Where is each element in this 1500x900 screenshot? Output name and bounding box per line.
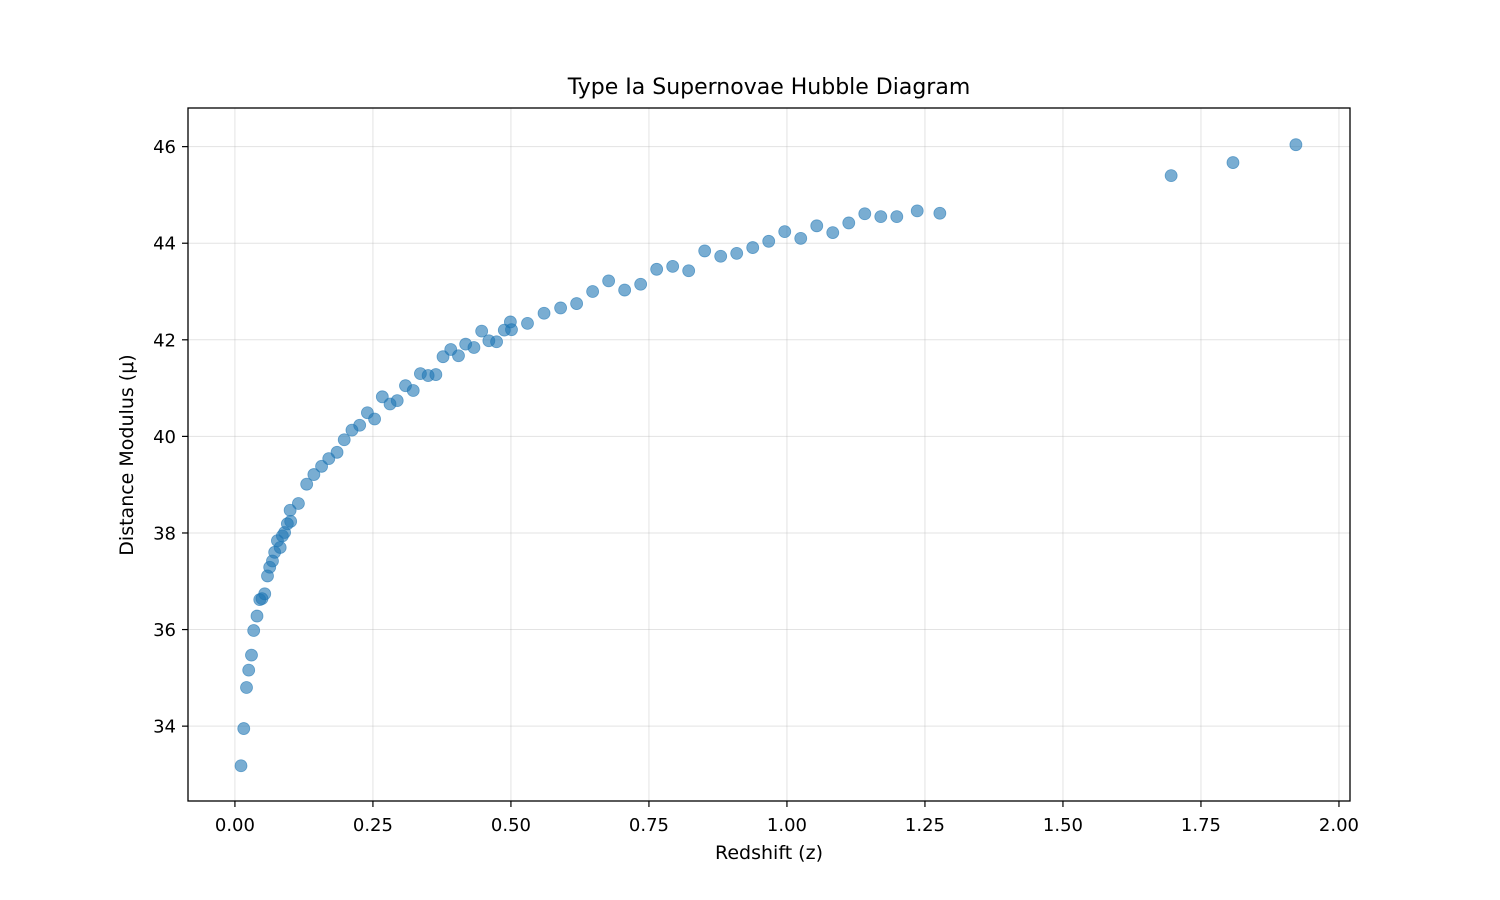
x-tick-label: 0.25 — [353, 815, 393, 836]
data-point — [390, 394, 404, 408]
data-point — [746, 241, 760, 254]
data-point — [307, 468, 321, 481]
data-point — [858, 207, 872, 221]
y-tick-label: 40 — [153, 427, 176, 448]
data-point — [933, 206, 947, 220]
data-point — [1226, 156, 1240, 169]
x-tick-label: 0.75 — [629, 815, 669, 836]
data-points — [234, 138, 1303, 773]
data-point — [258, 587, 272, 601]
data-point — [698, 244, 712, 258]
y-tick-label: 44 — [153, 234, 176, 255]
y-tick-label: 42 — [153, 330, 176, 351]
x-axis-ticks: 0.00 0.25 0.50 0.75 1.00 1.25 1.50 1.75 2.00 — [215, 801, 1359, 836]
data-point — [554, 301, 568, 315]
data-point — [537, 306, 551, 320]
data-point — [368, 412, 381, 426]
data-point — [250, 609, 264, 623]
data-point — [810, 219, 824, 233]
data-point — [794, 231, 808, 245]
data-point — [429, 368, 443, 381]
data-point — [240, 681, 253, 694]
x-tick-label: 0.00 — [215, 815, 255, 836]
data-point — [353, 418, 367, 432]
data-point — [650, 262, 664, 276]
y-tick-label: 38 — [153, 523, 176, 544]
x-tick-label: 0.50 — [491, 815, 531, 836]
data-point — [602, 274, 616, 288]
data-point — [730, 246, 744, 260]
data-point — [910, 204, 924, 218]
y-tick-label: 36 — [153, 620, 176, 641]
x-axis-label: Redshift (z) — [715, 842, 823, 864]
x-tick-label: 1.00 — [767, 815, 807, 836]
data-point — [505, 323, 518, 337]
data-point — [242, 663, 256, 677]
data-point — [467, 341, 481, 354]
data-point — [826, 226, 840, 239]
x-tick-label: 2.00 — [1319, 815, 1359, 836]
data-point — [273, 541, 287, 554]
data-point — [762, 234, 776, 248]
data-point — [330, 445, 344, 459]
plot-area-frame — [187, 107, 1351, 802]
data-point — [778, 225, 792, 239]
data-point — [570, 297, 584, 310]
data-point — [890, 210, 904, 224]
data-point — [874, 210, 888, 224]
data-point — [842, 216, 856, 230]
data-point — [406, 384, 420, 397]
data-point — [284, 514, 298, 528]
data-point — [682, 264, 696, 278]
data-point — [714, 249, 728, 263]
data-point — [245, 648, 258, 662]
data-point — [475, 324, 489, 338]
data-point — [337, 433, 351, 447]
data-point — [1289, 138, 1303, 152]
data-point — [292, 497, 305, 510]
data-point — [666, 259, 680, 273]
data-point — [247, 624, 261, 637]
y-axis-ticks: 34 36 38 40 42 44 46 — [153, 137, 188, 738]
y-axis-label: Distance Modulus (μ) — [116, 354, 138, 555]
y-tick-label: 34 — [153, 717, 176, 738]
data-point — [586, 285, 600, 298]
data-point — [1164, 169, 1178, 183]
x-tick-label: 1.25 — [905, 815, 945, 836]
data-point — [618, 283, 632, 297]
x-tick-label: 1.50 — [1043, 815, 1083, 836]
data-point — [300, 477, 314, 491]
y-tick-label: 46 — [153, 137, 176, 158]
grid-lines — [188, 108, 1350, 801]
data-point — [490, 335, 503, 349]
data-point — [234, 759, 248, 773]
chart-title: Type Ia Supernovae Hubble Diagram — [567, 75, 971, 100]
data-point — [521, 316, 534, 330]
data-point — [634, 277, 648, 291]
data-point — [237, 722, 251, 735]
data-point — [452, 349, 465, 363]
x-tick-label: 1.75 — [1181, 815, 1221, 836]
